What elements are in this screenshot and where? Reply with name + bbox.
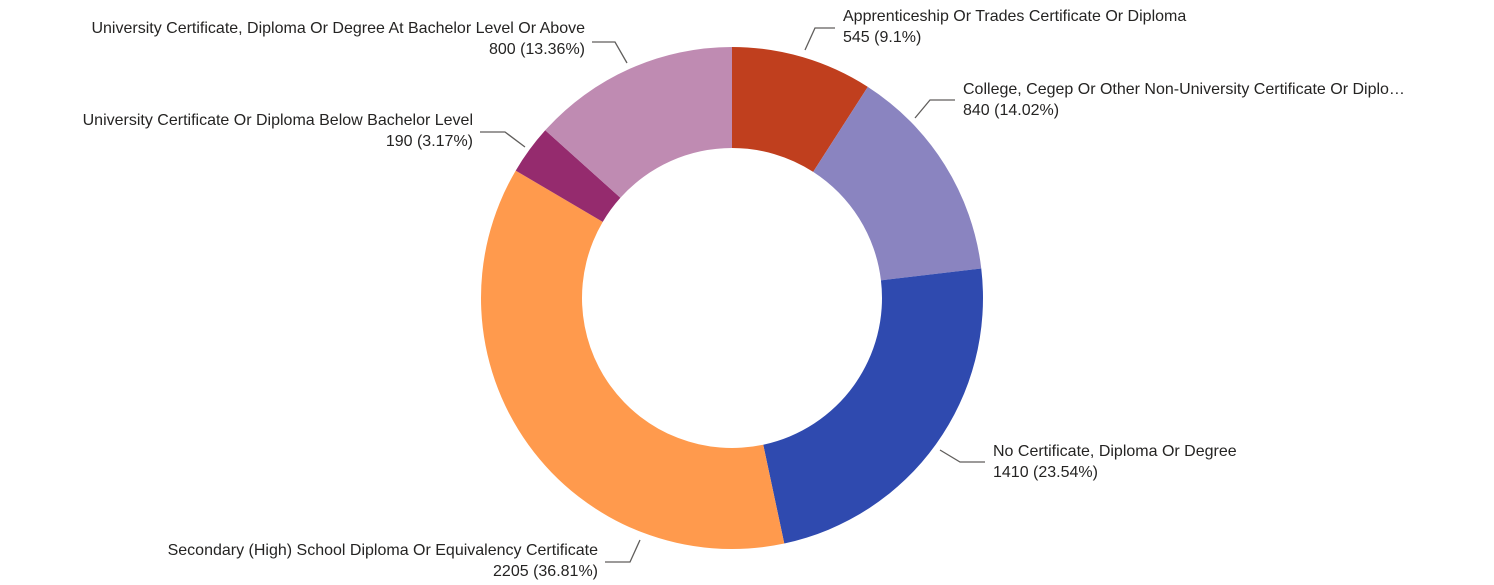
data-label-name: University Certificate, Diploma Or Degre… <box>91 20 585 37</box>
data-label-value: 2205 (36.81%) <box>493 563 598 580</box>
donut-slice <box>480 170 785 549</box>
data-label-name: Apprenticeship Or Trades Certificate Or … <box>843 8 1186 25</box>
data-label-name: College, Cegep Or Other Non-University C… <box>963 81 1405 98</box>
donut-slice <box>545 47 732 198</box>
leader-line <box>804 27 835 51</box>
leader-line <box>480 131 526 148</box>
leader-line <box>939 449 985 463</box>
data-label-name: No Certificate, Diploma Or Degree <box>993 443 1237 460</box>
data-label-name: Secondary (High) School Diploma Or Equiv… <box>168 542 599 559</box>
donut-slice <box>763 268 984 544</box>
donut-slice <box>732 47 868 172</box>
data-label-value: 545 (9.1%) <box>843 29 921 46</box>
leader-line <box>592 41 628 64</box>
data-label-name: University Certificate Or Diploma Below … <box>83 112 473 129</box>
data-label-value: 190 (3.17%) <box>386 133 473 150</box>
donut-slice <box>813 86 982 281</box>
donut-slice <box>515 130 621 222</box>
data-label-value: 840 (14.02%) <box>963 102 1059 119</box>
data-label-value: 1410 (23.54%) <box>993 464 1098 481</box>
leader-line <box>605 539 641 563</box>
leader-line <box>914 99 955 119</box>
data-label-value: 800 (13.36%) <box>489 41 585 58</box>
